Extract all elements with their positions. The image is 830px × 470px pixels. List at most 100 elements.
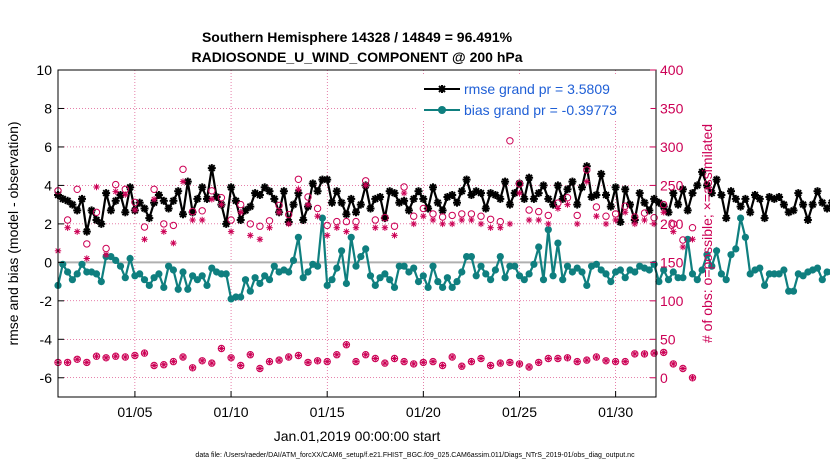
bias-point: [732, 245, 740, 253]
legend-bias-label: bias grand pr = -0.39773: [464, 102, 617, 118]
assimilated-point: [131, 206, 139, 214]
assimilated-lower-point: [429, 358, 437, 365]
bias-point: [121, 274, 129, 282]
bias-point: [145, 281, 153, 289]
bias-point: [429, 262, 437, 270]
possible-point: [73, 185, 81, 194]
bias-point: [698, 266, 706, 274]
y-tick-label-left: 2: [44, 216, 52, 232]
y-tick-label-left: -2: [40, 293, 53, 309]
assimilated-point: [93, 183, 100, 191]
bias-point: [568, 268, 577, 276]
possible-point: [544, 211, 552, 220]
assimilated-point: [266, 224, 273, 231]
rmse-point: [73, 206, 82, 215]
bias-point: [688, 270, 697, 278]
rmse-point: [525, 173, 534, 182]
bias-point: [241, 276, 250, 284]
rmse-point: [520, 194, 529, 203]
assimilated-point: [333, 224, 340, 231]
rmse-point: [352, 208, 360, 217]
assimilated-lower-point: [612, 358, 619, 365]
rmse-point: [246, 202, 255, 211]
bias-point: [607, 278, 615, 286]
rmse-point: [299, 216, 308, 224]
bias-point: [400, 262, 408, 270]
rmse-point: [818, 198, 827, 207]
rmse-point: [731, 194, 740, 203]
assimilated-lower-point: [122, 353, 129, 361]
assimilated-point: [227, 228, 235, 235]
rmse-point: [366, 204, 375, 213]
bias-point: [160, 283, 168, 291]
bias-point: [405, 268, 413, 276]
bias-point: [592, 260, 601, 268]
rmse-point: [68, 200, 77, 209]
assimilated-lower-point: [275, 356, 283, 364]
bias-point: [189, 272, 197, 280]
bias-point: [511, 262, 519, 270]
rmse-point: [808, 200, 817, 209]
bias-point: [333, 264, 341, 272]
assimilated-lower-point: [324, 358, 331, 365]
possible-point: [304, 193, 312, 201]
possible-point: [323, 221, 331, 230]
rmse-point: [755, 194, 764, 203]
bias-point: [722, 276, 730, 284]
rmse-point: [592, 191, 601, 199]
bias-point: [693, 276, 701, 284]
possible-point: [525, 206, 533, 214]
rmse-point: [703, 181, 711, 190]
assimilated-point: [622, 209, 629, 216]
bias-point: [439, 283, 447, 291]
bias-point: [472, 272, 480, 280]
possible-point: [679, 236, 687, 244]
assimilated-lower-point: [362, 351, 369, 358]
rmse-point: [606, 202, 615, 211]
possible-point: [573, 211, 581, 220]
possible-point: [342, 217, 351, 226]
possible-point: [294, 175, 303, 184]
possible-point: [169, 221, 178, 230]
rmse-point: [429, 183, 437, 192]
assimilated-point: [112, 188, 119, 195]
assimilated-lower-point: [295, 352, 302, 359]
assimilated-lower-point: [564, 354, 571, 361]
possible-point: [275, 201, 283, 210]
possible-point: [563, 194, 572, 202]
rmse-point: [799, 200, 808, 209]
rmse-point: [813, 187, 822, 196]
rmse-point: [279, 187, 288, 196]
rmse-point: [82, 227, 91, 236]
bias-point: [342, 279, 350, 288]
possible-point: [400, 183, 408, 191]
rmse-point: [779, 200, 788, 209]
assimilated-lower-point: [83, 359, 91, 366]
assimilated-lower-point: [314, 357, 321, 364]
possible-point: [688, 224, 697, 232]
rmse-point: [539, 181, 548, 190]
assimilated-lower-point: [468, 358, 475, 365]
assimilated-point: [285, 220, 292, 228]
assimilated-point: [583, 178, 590, 185]
bias-point: [92, 270, 101, 278]
possible-point: [390, 222, 399, 230]
assimilated-point: [102, 251, 110, 258]
assimilated-lower-point: [160, 361, 168, 368]
bias-point: [664, 276, 673, 284]
rmse-point: [698, 167, 707, 176]
assimilated-point: [150, 196, 158, 203]
assimilated-lower-point: [352, 358, 360, 365]
possible-point: [112, 180, 120, 189]
assimilated-lower-point: [304, 359, 312, 366]
rmse-point: [342, 210, 351, 219]
rmse-point: [597, 169, 606, 178]
rmse-point: [154, 191, 163, 199]
assimilated-point: [554, 205, 562, 212]
rmse-point: [332, 187, 341, 196]
assimilated-lower-point: [477, 355, 485, 362]
x-tick-label: 01/15: [310, 404, 345, 420]
bias-point: [174, 285, 182, 293]
bias-point: [717, 270, 726, 278]
